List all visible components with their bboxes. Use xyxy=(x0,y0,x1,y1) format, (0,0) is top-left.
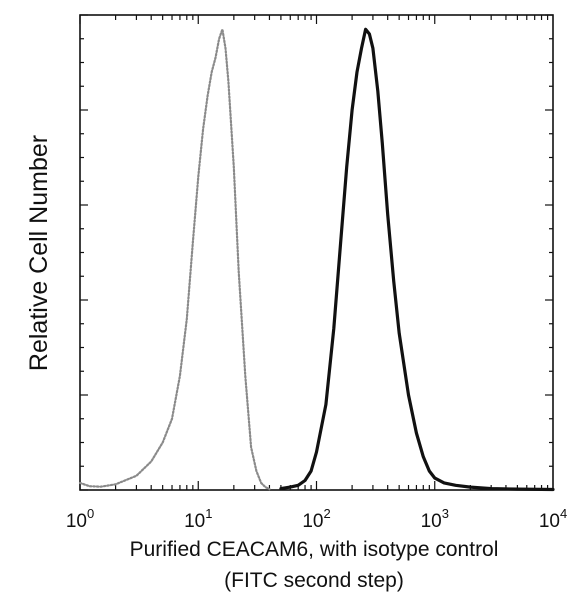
series-isotype-control xyxy=(78,28,271,491)
x-tick-label-exponent: 0 xyxy=(87,506,94,521)
x-tick-label-exponent: 1 xyxy=(205,506,212,521)
y-axis-label: Relative Cell Number xyxy=(25,135,53,371)
x-tick-label-base: 10 xyxy=(302,511,323,532)
series-layer xyxy=(78,27,555,492)
x-tick-label-base: 10 xyxy=(184,511,205,532)
series-ceacam6 xyxy=(279,27,555,492)
x-tick-label: 103 xyxy=(421,506,449,532)
x-tick-label-base: 10 xyxy=(539,511,560,532)
plot-frame xyxy=(79,14,554,491)
x-tick-labels: 100 101 102 103 104 xyxy=(66,506,567,532)
x-tick-label-base: 10 xyxy=(66,511,87,532)
x-minor-ticks xyxy=(79,15,549,490)
y-ticks xyxy=(80,14,553,491)
x-tick-label-exponent: 2 xyxy=(323,506,330,521)
x-tick-label: 102 xyxy=(302,506,330,532)
x-tick-label-exponent: 3 xyxy=(442,506,449,521)
plot-border xyxy=(79,14,554,491)
x-tick-label-exponent: 4 xyxy=(560,506,567,521)
x-tick-label: 104 xyxy=(539,506,567,532)
x-tick-label: 100 xyxy=(66,506,94,532)
x-tick-label: 101 xyxy=(184,506,212,532)
x-axis-label-line1: Purified CEACAM6, with isotype control xyxy=(130,538,499,561)
x-tick-label-base: 10 xyxy=(421,511,442,532)
x-axis-label-line2: (FITC second step) xyxy=(224,569,404,592)
